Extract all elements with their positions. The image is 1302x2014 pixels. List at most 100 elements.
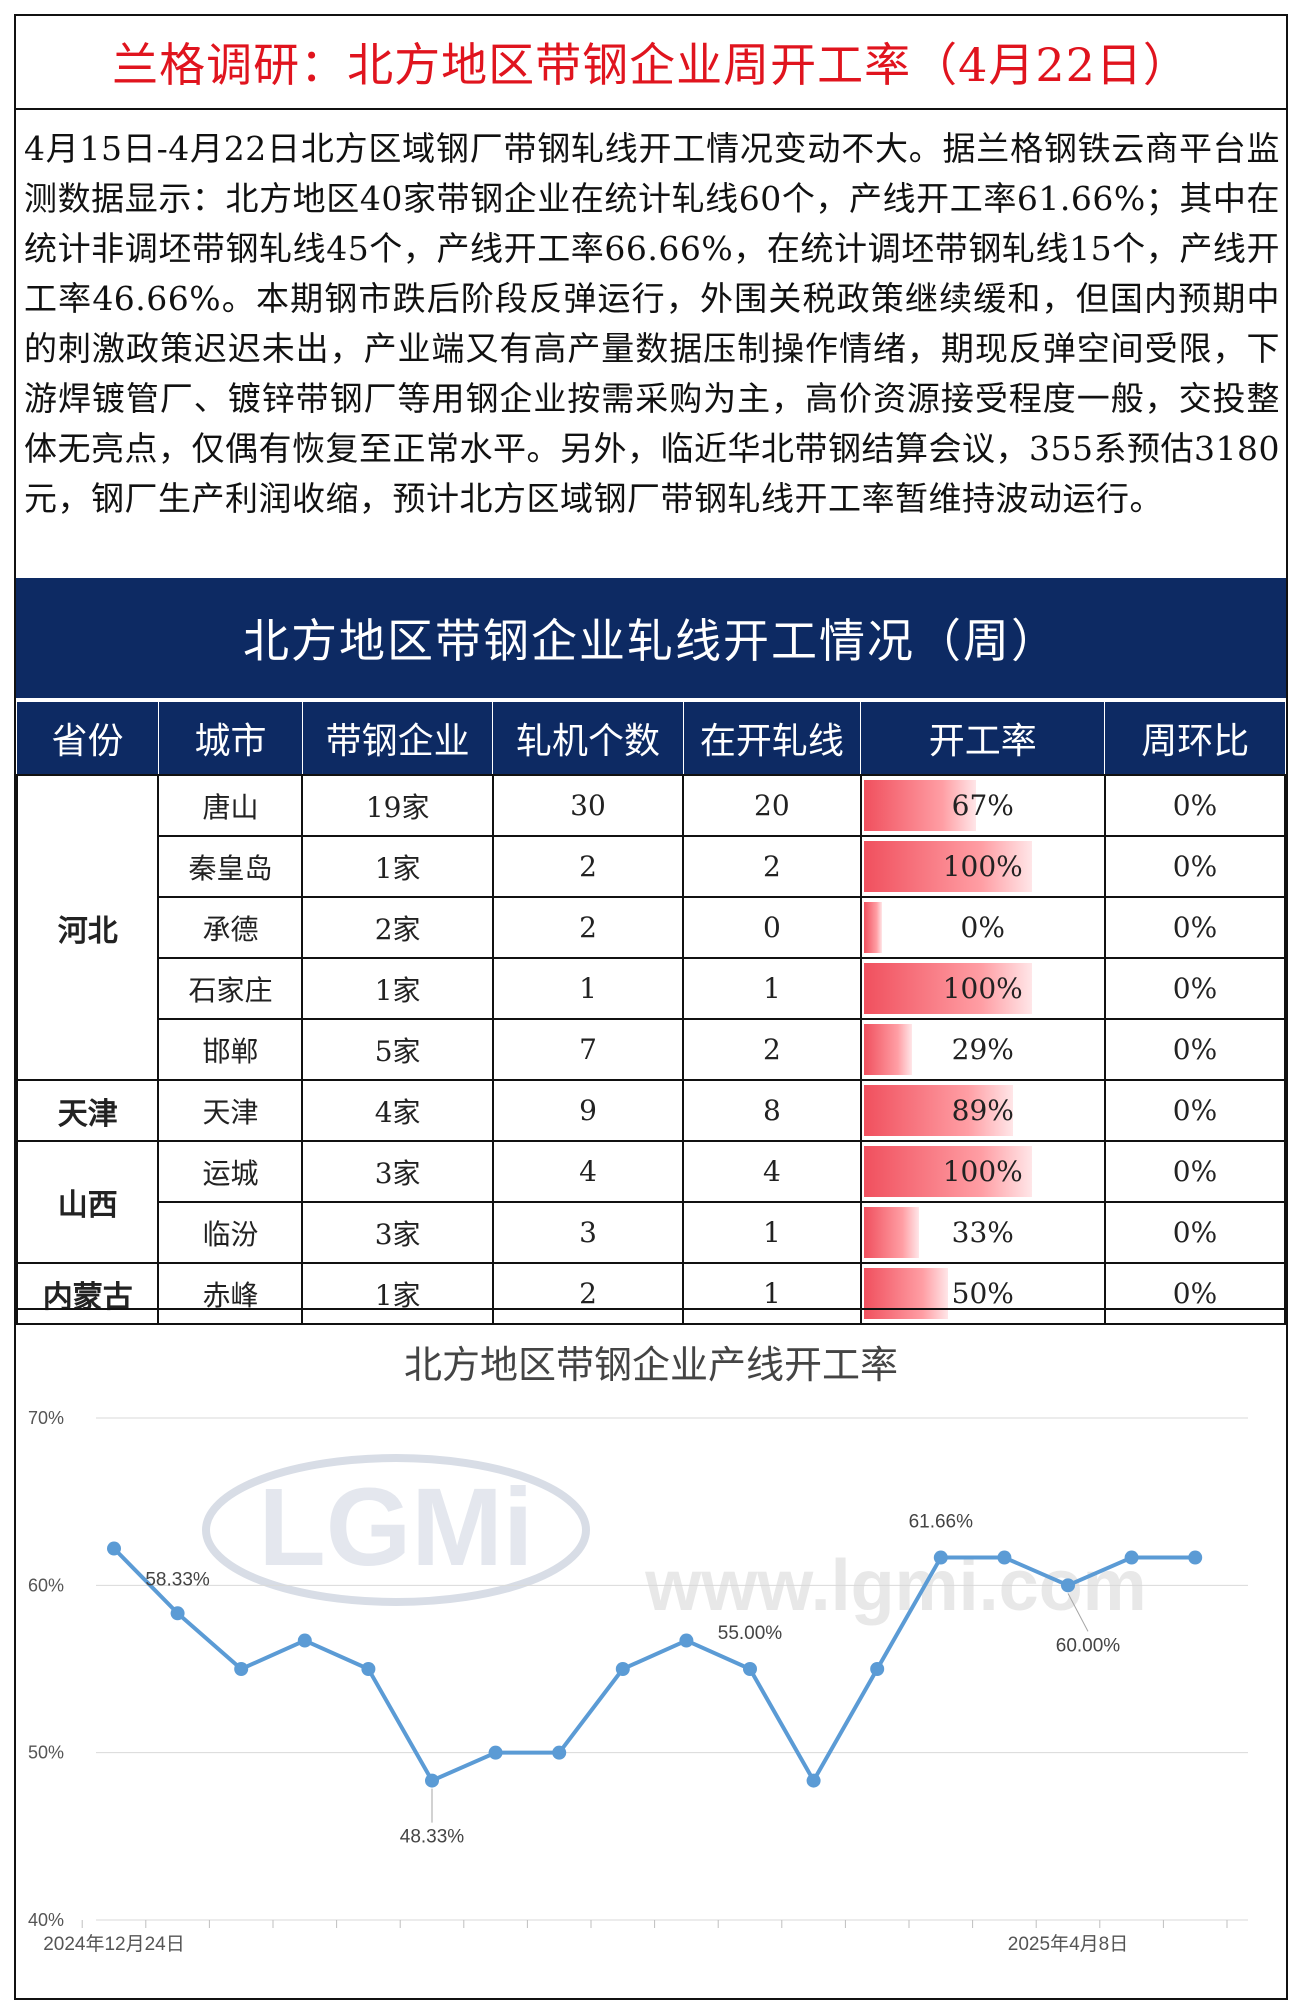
- x-tick-label: 2024年12月24日: [43, 1933, 185, 1955]
- rate-bar: [863, 1146, 1032, 1197]
- wow-cell: 0%: [1103, 957, 1287, 1020]
- rate-bar: [863, 1207, 920, 1258]
- rate-bar: [863, 841, 1032, 892]
- mills-cell: 2: [491, 1262, 685, 1325]
- firms-cell: 4家: [301, 1079, 494, 1142]
- rate-cell: 100%: [859, 835, 1106, 898]
- header-province: 省份: [17, 702, 159, 775]
- data-point: [361, 1662, 376, 1676]
- report-title-box: 兰格调研：北方地区带钢企业周开工率（4月22日）: [16, 16, 1286, 110]
- rate-cell: 0%: [859, 896, 1106, 959]
- firms-cell: 2家: [301, 896, 494, 959]
- running-cell: 8: [682, 1079, 862, 1142]
- mills-cell: 2: [491, 835, 685, 898]
- rate-bar: [863, 963, 1032, 1014]
- firms-cell: 19家: [301, 774, 494, 837]
- running-cell: 2: [682, 1018, 862, 1081]
- rate-value: 100%: [942, 850, 1023, 883]
- running-cell: 4: [682, 1140, 862, 1203]
- firms-cell: 3家: [301, 1201, 494, 1264]
- data-point: [552, 1745, 567, 1760]
- table-row: 临汾 3家 3 1 33% 0%: [17, 1201, 1287, 1264]
- data-point: [743, 1662, 757, 1676]
- rate-cell: 29%: [859, 1018, 1106, 1081]
- data-label: 61.66%: [909, 1512, 974, 1533]
- data-point: [806, 1773, 821, 1788]
- data-point: [107, 1541, 121, 1556]
- data-point: [615, 1662, 630, 1676]
- rate-value: 100%: [942, 972, 1023, 1005]
- data-point: [297, 1633, 312, 1648]
- running-cell: 2: [682, 835, 862, 898]
- rate-cell: 33%: [859, 1201, 1106, 1264]
- operating-rate-table: 省份 城市 带钢企业 轧机个数 在开轧线 开工率 周环比 河北 唐山 19家 3…: [15, 702, 1287, 1325]
- data-point: [997, 1550, 1012, 1565]
- mills-cell: 9: [491, 1079, 685, 1142]
- rate-bar: [863, 780, 977, 831]
- rate-cell: 100%: [859, 1140, 1106, 1203]
- y-tick-label: 40%: [28, 1910, 64, 1930]
- rate-value: 89%: [951, 1094, 1014, 1127]
- header-wow: 周环比: [1104, 702, 1285, 775]
- wow-cell: 0%: [1103, 1079, 1287, 1142]
- rate-cell: 100%: [859, 957, 1106, 1020]
- firms-cell: 1家: [301, 835, 494, 898]
- rate-value: 0%: [960, 911, 1005, 944]
- data-label: 60.00%: [1056, 1635, 1121, 1656]
- rate-cell: 89%: [859, 1079, 1106, 1142]
- firms-cell: 5家: [301, 1018, 494, 1081]
- city-cell: 赤峰: [157, 1262, 304, 1325]
- report-frame: 兰格调研：北方地区带钢企业周开工率（4月22日） 4月15日-4月22日北方区域…: [14, 14, 1288, 2000]
- header-firms: 带钢企业: [302, 702, 494, 775]
- data-point: [933, 1550, 948, 1565]
- wow-cell: 0%: [1103, 835, 1287, 898]
- table-row: 石家庄 1家 1 1 100% 0%: [17, 957, 1287, 1020]
- mills-cell: 1: [491, 957, 685, 1020]
- watermark-logo-ring: [202, 1454, 590, 1606]
- wow-cell: 0%: [1103, 1140, 1287, 1203]
- wow-cell: 0%: [1103, 1262, 1287, 1325]
- y-tick-label: 60%: [28, 1575, 64, 1595]
- mills-cell: 2: [491, 896, 685, 959]
- city-cell: 邯郸: [157, 1018, 304, 1081]
- rate-cell: 67%: [859, 774, 1106, 837]
- rate-value: 67%: [951, 789, 1014, 822]
- rate-bar: [863, 1024, 913, 1075]
- watermark-logo-text: LGMi: [259, 1466, 534, 1589]
- province-cell: 山西: [15, 1140, 160, 1264]
- running-cell: 20: [682, 774, 862, 837]
- data-label: 58.33%: [145, 1569, 210, 1590]
- table-row: 内蒙古 赤峰 1家 2 1 50% 0%: [15, 1262, 1287, 1325]
- data-point: [1124, 1550, 1139, 1565]
- data-point: [679, 1633, 694, 1648]
- table-title: 北方地区带钢企业轧线开工情况（周）: [243, 614, 1059, 668]
- series-line: [112, 1547, 1196, 1783]
- chart-title: 北方地区带钢企业产线开工率: [403, 1343, 898, 1387]
- mills-cell: 30: [491, 774, 685, 837]
- running-cell: 0: [682, 896, 862, 959]
- summary-paragraph: 4月15日-4月22日北方区域钢厂带钢轧线开工情况变动不大。据兰格钢铁云商平台监…: [24, 129, 1280, 518]
- province-cell: 天津: [15, 1079, 160, 1142]
- rate-bar: [863, 1085, 1014, 1136]
- report-title: 兰格调研：北方地区带钢企业周开工率（4月22日）: [112, 38, 1190, 92]
- line-chart-panel: 北方地区带钢企业产线开工率 LGMi www.lgmi.com 70% 60% 50% 4…: [16, 1308, 1286, 2000]
- y-tick-label: 70%: [28, 1408, 64, 1428]
- wow-cell: 0%: [1103, 1018, 1287, 1081]
- table-row: 河北 唐山 19家 30 20 67% 0%: [15, 774, 1287, 1081]
- table-row: 承德 2家 2 0 0% 0%: [17, 896, 1287, 959]
- firms-cell: 1家: [301, 957, 494, 1020]
- city-cell: 石家庄: [157, 957, 304, 1020]
- wow-cell: 0%: [1103, 896, 1287, 959]
- data-label: 48.33%: [400, 1827, 465, 1848]
- data-point: [425, 1773, 439, 1788]
- table-row: 秦皇岛 1家 2 2 100% 0%: [17, 835, 1287, 898]
- running-cell: 1: [682, 1201, 862, 1264]
- data-point: [870, 1662, 885, 1676]
- table-row: 天津 天津 4家 9 8 89% 0%: [15, 1079, 1287, 1142]
- city-cell: 承德: [157, 896, 304, 959]
- running-cell: 1: [682, 1262, 862, 1325]
- header-mills: 轧机个数: [492, 702, 684, 775]
- rate-bar: [863, 1268, 948, 1319]
- wow-cell: 0%: [1103, 1201, 1287, 1264]
